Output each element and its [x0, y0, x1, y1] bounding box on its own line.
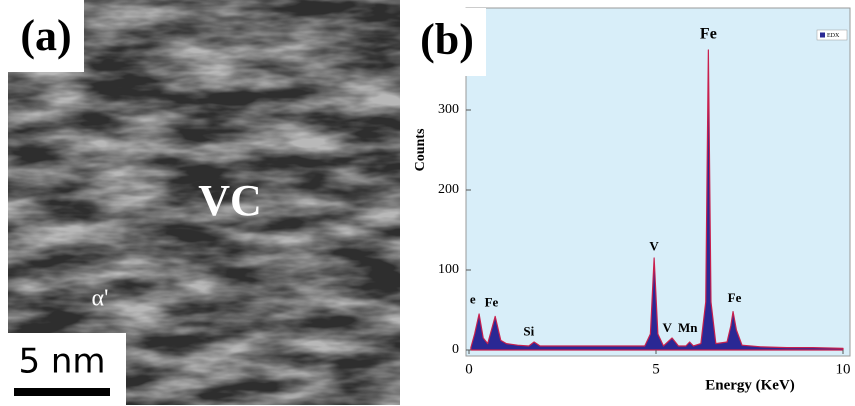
legend-swatch	[820, 32, 825, 38]
peak-label: e	[470, 291, 476, 306]
panel-label: (a)	[20, 11, 71, 60]
panel-label: (b)	[420, 15, 474, 64]
peak-label: V	[649, 239, 659, 254]
peak-label: Si	[523, 323, 534, 338]
scale-bar	[14, 388, 110, 396]
y-tick-label: 0	[452, 342, 459, 357]
legend-label: EDX	[827, 33, 840, 39]
label-box	[408, 8, 486, 76]
y-tick-label: 200	[438, 182, 459, 197]
legend-box	[816, 29, 848, 41]
x-axis-title: Energy (KeV)	[705, 377, 795, 393]
peak-label: Fe	[700, 25, 717, 42]
label-box	[8, 0, 84, 72]
spectrum-area	[470, 49, 844, 351]
peak-label: Mn	[678, 320, 698, 335]
y-tick-label: 300	[438, 102, 459, 117]
tem-panel: (a) VC α' 5 nm	[8, 0, 400, 405]
x-tick-label: 0	[465, 361, 473, 377]
peak-label: V	[663, 320, 673, 335]
y-axis-title: Counts	[413, 128, 428, 171]
plot-area	[465, 7, 851, 357]
annotation: α'	[92, 286, 109, 312]
x-tick-label: 10	[836, 361, 851, 377]
annotation: VC	[198, 176, 262, 225]
scale-text: 5 nm	[18, 342, 105, 382]
y-tick-label: 100	[438, 262, 459, 277]
peak-label: Fe	[485, 295, 499, 310]
x-tick-label: 5	[652, 361, 660, 377]
peak-label: Fe	[728, 290, 742, 305]
